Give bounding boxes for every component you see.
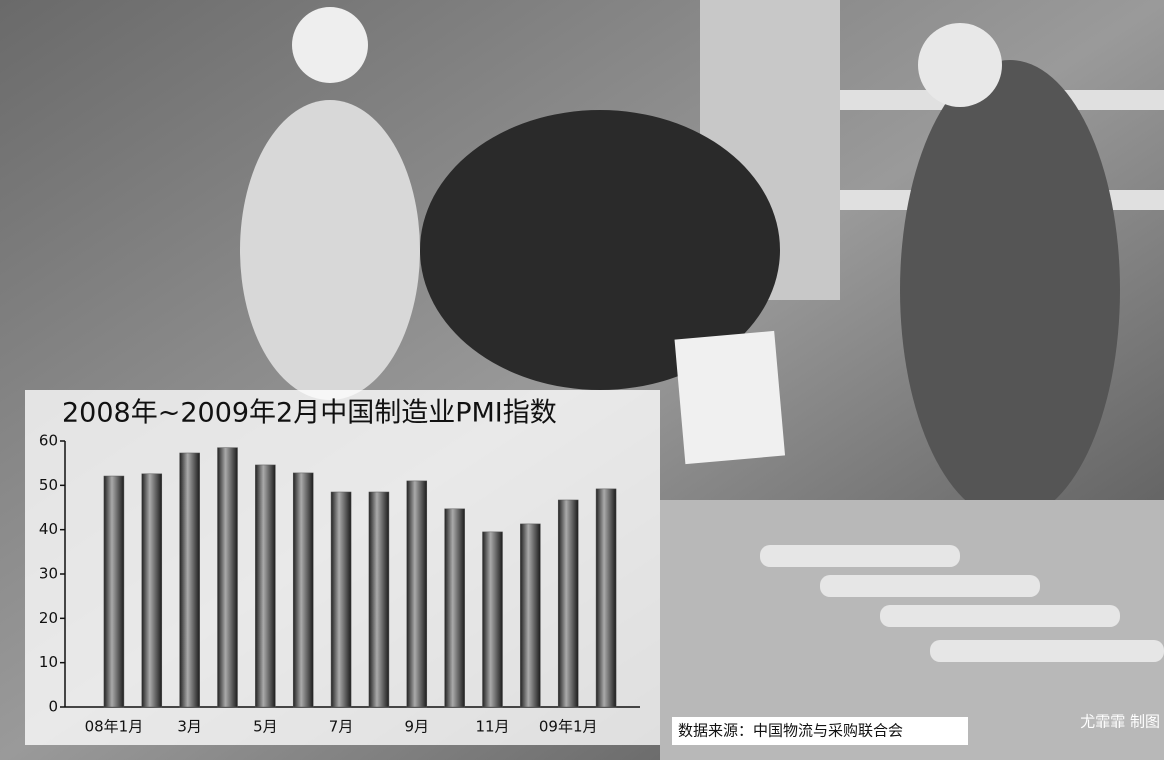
x-tick-label: 3月: [177, 718, 202, 736]
y-tick-label: 60: [39, 432, 58, 450]
y-tick-label: 40: [39, 520, 58, 538]
bar: [103, 475, 125, 708]
y-tick-label: 20: [39, 609, 58, 627]
y-tick-label: 0: [48, 698, 58, 716]
source: 数据来源：中国物流与采购联合会: [678, 722, 903, 740]
y-tick-label: 10: [39, 653, 58, 671]
bar: [179, 452, 200, 708]
x-tick-label: 08年1月: [85, 718, 144, 736]
x-tick-label: 09年1月: [539, 718, 598, 736]
bar: [217, 447, 238, 708]
chart-title: 2008年~2009年2月中国制造业PMI指数: [62, 398, 557, 429]
bar: [368, 491, 390, 708]
bar: [330, 491, 352, 708]
bar: [482, 531, 503, 708]
y-tick-label: 30: [39, 565, 58, 583]
bar: [141, 473, 163, 708]
bar: [444, 508, 465, 708]
bar: [520, 523, 541, 708]
bar: [292, 472, 314, 708]
bar: [595, 488, 617, 708]
x-tick-label: 7月: [329, 718, 354, 736]
x-tick-label: 5月: [253, 718, 278, 736]
bar: [406, 480, 428, 708]
credit: 尤霏霏 制图: [1080, 713, 1160, 731]
bar: [557, 499, 579, 708]
source-box: [672, 717, 968, 745]
bar: [255, 464, 276, 708]
x-tick-label: 9月: [405, 718, 430, 736]
y-tick-label: 50: [39, 476, 58, 494]
x-tick-label: 11月: [475, 718, 509, 736]
